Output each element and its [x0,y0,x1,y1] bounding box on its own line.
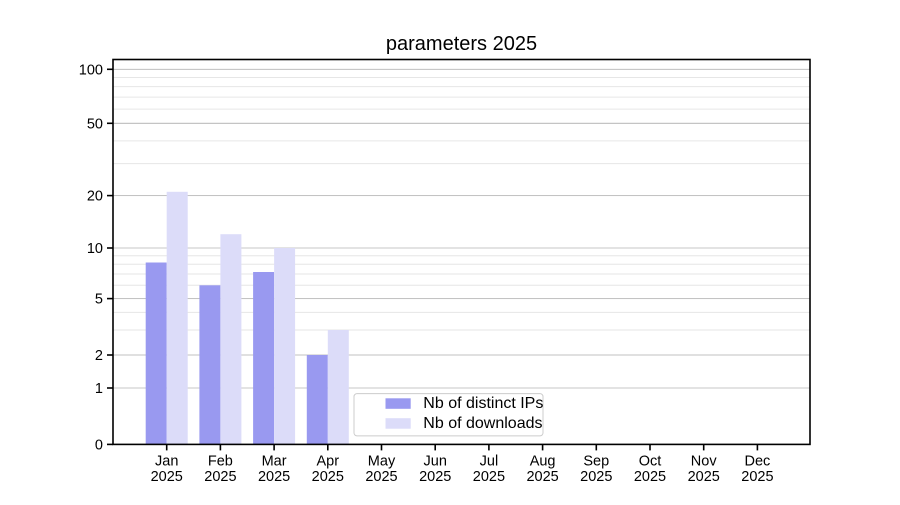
svg-text:10: 10 [87,241,103,257]
svg-text:Mar: Mar [262,453,287,469]
svg-text:5: 5 [95,292,103,308]
svg-text:Apr: Apr [317,453,340,469]
svg-text:2: 2 [95,348,103,364]
svg-text:2025: 2025 [204,469,236,485]
svg-text:Nb of distinct IPs: Nb of distinct IPs [423,395,543,412]
svg-text:2025: 2025 [634,469,666,485]
svg-text:2025: 2025 [741,469,773,485]
svg-text:2025: 2025 [526,469,558,485]
svg-text:May: May [368,453,396,469]
svg-text:50: 50 [87,116,103,132]
svg-text:2025: 2025 [473,469,505,485]
svg-text:Dec: Dec [745,453,771,469]
svg-text:Jun: Jun [424,453,447,469]
svg-text:Oct: Oct [639,453,662,469]
svg-text:Jul: Jul [480,453,499,469]
svg-text:Sep: Sep [583,453,609,469]
svg-text:20: 20 [87,189,103,205]
svg-text:2025: 2025 [258,469,290,485]
svg-text:2025: 2025 [419,469,451,485]
svg-text:2025: 2025 [365,469,397,485]
svg-text:0: 0 [95,437,103,453]
svg-text:Aug: Aug [530,453,556,469]
svg-text:1: 1 [95,381,103,397]
svg-text:Jan: Jan [155,453,178,469]
svg-text:2025: 2025 [580,469,612,485]
svg-text:parameters 2025: parameters 2025 [386,33,537,55]
svg-text:Feb: Feb [208,453,233,469]
svg-text:2025: 2025 [688,469,720,485]
svg-text:Nov: Nov [691,453,718,469]
svg-text:100: 100 [79,62,103,78]
svg-text:2025: 2025 [312,469,344,485]
svg-text:Nb of downloads: Nb of downloads [423,415,542,432]
svg-text:2025: 2025 [151,469,183,485]
